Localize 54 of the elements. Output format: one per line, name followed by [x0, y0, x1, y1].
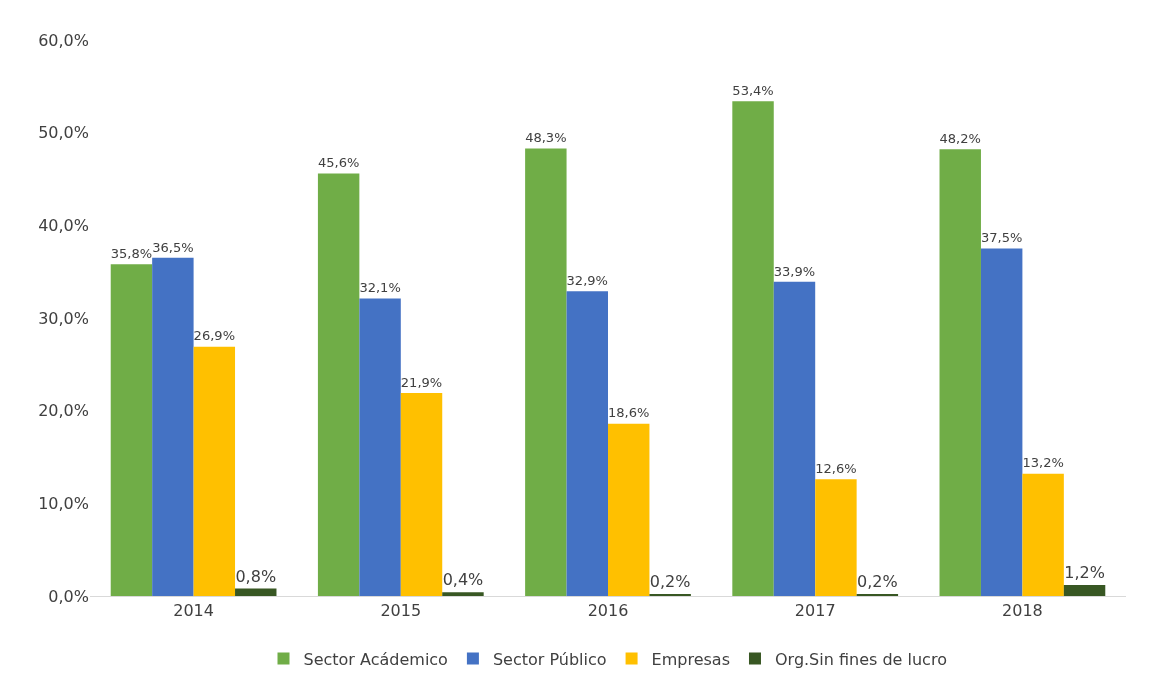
x-tick-label: 2018: [1002, 601, 1043, 621]
x-tick-label: 2014: [173, 601, 214, 621]
bar: [359, 298, 401, 596]
legend-label: Sector Público: [492, 649, 607, 669]
x-tick-label: 2017: [794, 601, 836, 621]
bar: [317, 173, 360, 596]
y-tick-label: 20,0%: [38, 401, 89, 421]
x-tick-label: 2015: [380, 601, 422, 621]
y-tick-label: 40,0%: [38, 215, 89, 235]
data-label: 35,8%: [110, 245, 153, 261]
data-label: 32,9%: [566, 272, 608, 288]
data-label: 32,1%: [359, 280, 401, 296]
bar: [815, 479, 857, 596]
data-label: 1,2%: [1064, 562, 1105, 582]
data-label: 0,2%: [649, 572, 691, 591]
y-tick-label: 50,0%: [38, 123, 89, 143]
bar: [773, 281, 816, 596]
data-label: 48,2%: [939, 131, 981, 147]
bar: [980, 248, 1023, 596]
data-label: 21,9%: [400, 374, 443, 390]
y-tick-label: 60,0%: [38, 30, 89, 50]
data-label: 37,5%: [980, 230, 1023, 246]
bar: [235, 588, 277, 596]
bar: [400, 393, 443, 596]
data-label: 36,5%: [152, 239, 194, 255]
legend-label: Sector Acádemico: [303, 649, 448, 669]
data-label: 53,4%: [732, 82, 774, 98]
y-tick-label: 10,0%: [38, 493, 89, 513]
data-label: 0,8%: [235, 566, 277, 586]
bar: [442, 592, 484, 596]
y-tick-label: 30,0%: [38, 308, 89, 328]
data-label: 0,2%: [857, 572, 898, 591]
data-label: 33,9%: [773, 263, 816, 279]
bar: [525, 148, 567, 596]
data-label: 26,9%: [193, 328, 236, 344]
data-label: 13,2%: [1022, 455, 1064, 471]
bar: [939, 149, 981, 596]
y-tick-label: 0,0%: [48, 586, 89, 606]
bar: [1022, 473, 1064, 596]
data-label: 18,6%: [608, 405, 650, 421]
bar: [566, 291, 608, 596]
bar: [193, 346, 236, 596]
bar: [152, 257, 194, 596]
x-tick-label: 2016: [587, 601, 629, 621]
bar: [608, 423, 650, 596]
data-label: 45,6%: [317, 155, 360, 171]
data-label: 12,6%: [815, 460, 857, 476]
bar: [732, 101, 774, 596]
legend-label: Empresas: [651, 649, 730, 669]
data-label: 0,4%: [442, 570, 484, 590]
legend-label: Org.Sin fines de lucro: [774, 649, 947, 669]
bar: [110, 264, 153, 596]
bar: [1063, 584, 1106, 596]
data-label: 48,3%: [525, 130, 567, 146]
